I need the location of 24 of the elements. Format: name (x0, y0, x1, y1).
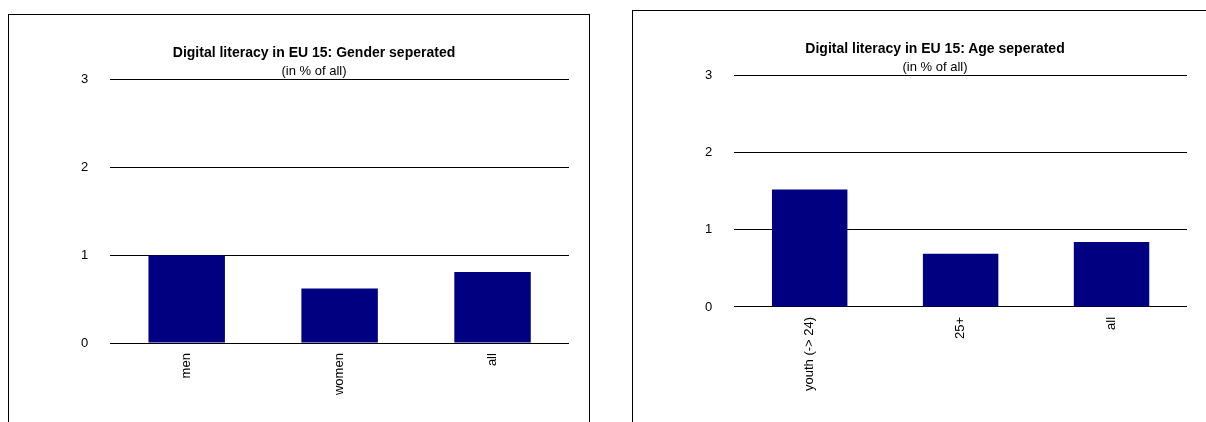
x-tick-label: all (484, 352, 500, 367)
chart-subtitle: (in % of all) (281, 63, 347, 79)
bar (454, 271, 531, 343)
x-tick-label: men (178, 353, 194, 379)
bar (922, 253, 999, 307)
y-tick-label: 2 (81, 158, 89, 174)
x-tick-label: 25+ (952, 316, 968, 339)
y-tick-label: 2 (705, 144, 713, 160)
bar (771, 189, 848, 307)
y-tick-label: 0 (705, 298, 713, 314)
x-tick-label: women (331, 353, 347, 397)
bar (1073, 242, 1150, 307)
y-tick-label: 3 (705, 66, 713, 82)
x-tick-label: youth (-> 24) (801, 316, 817, 392)
y-tick-label: 3 (81, 70, 89, 86)
y-tick-label: 1 (81, 246, 89, 262)
y-tick-label: 0 (81, 334, 89, 350)
x-tick-label: all (1103, 316, 1119, 330)
bar (301, 288, 378, 343)
y-tick-label: 1 (705, 221, 713, 237)
chart-title: Digital literacy in EU 15: Age seperated (805, 40, 1065, 57)
bar (148, 255, 225, 343)
chart-subtitle: (in % of all) (902, 59, 968, 75)
chart-title: Digital literacy in EU 15: Gender seperated (172, 44, 456, 61)
